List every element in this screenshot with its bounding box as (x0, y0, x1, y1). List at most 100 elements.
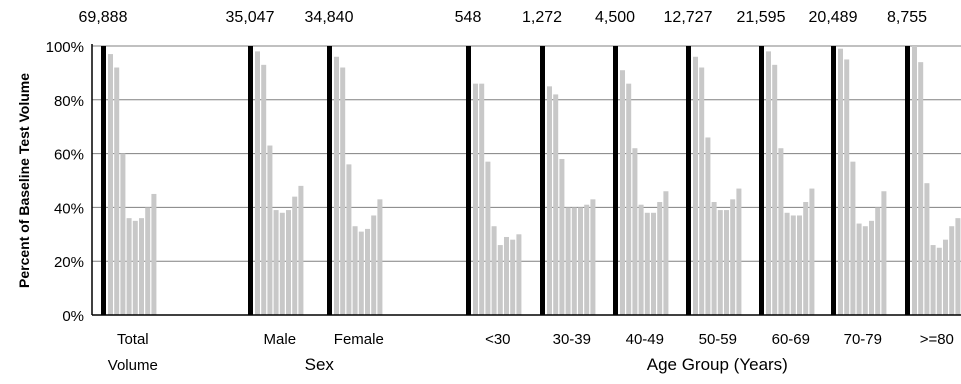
weekly-bar (279, 212, 285, 315)
weekly-bar (510, 239, 516, 315)
weekly-bar (352, 226, 358, 315)
group-label: 60-69 (772, 331, 810, 348)
weekly-bar (292, 196, 298, 315)
weekly-bar (273, 210, 279, 315)
y-tick-label: 100% (46, 39, 84, 56)
group-count-label: 4,500 (595, 9, 635, 26)
weekly-bar (334, 56, 339, 315)
weekly-bar (638, 204, 644, 315)
weekly-bar (881, 191, 887, 315)
weekly-bar (766, 51, 771, 315)
baseline-bar (831, 46, 836, 315)
group-count-label: 69,888 (79, 9, 128, 26)
weekly-bar (711, 202, 717, 315)
weekly-bar (340, 67, 346, 316)
weekly-bar (553, 94, 559, 315)
weekly-bar (485, 161, 491, 315)
group-label: Total (117, 331, 149, 348)
group-count-label: 1,272 (522, 9, 562, 26)
y-tick-label: 60% (54, 147, 84, 164)
weekly-bar (850, 161, 856, 315)
weekly-bar (717, 210, 723, 315)
group-count-label: 20,489 (809, 9, 858, 26)
group-label: Male (264, 331, 297, 348)
weekly-bar (571, 207, 577, 315)
group-count-label: 548 (455, 9, 482, 26)
group-label: Female (334, 331, 384, 348)
weekly-bar (797, 215, 802, 315)
weekly-bar (479, 83, 485, 315)
weekly-bar (657, 202, 663, 315)
weekly-bar (151, 193, 157, 315)
weekly-bar (286, 210, 291, 315)
weekly-bar (504, 236, 509, 315)
weekly-bar (663, 191, 669, 315)
weekly-bar (869, 220, 874, 315)
weekly-bar (862, 226, 868, 315)
baseline-bar (686, 46, 691, 315)
y-tick-label: 80% (54, 93, 84, 110)
weekly-bar (126, 218, 132, 315)
weekly-bar (651, 212, 656, 315)
baseline-bar (248, 46, 253, 315)
weekly-bar (565, 207, 571, 315)
weekly-bar (298, 185, 304, 315)
weekly-bar (924, 183, 930, 315)
weekly-bar (943, 239, 948, 315)
weekly-bar (626, 83, 632, 315)
group-label: 70-79 (844, 331, 882, 348)
bars (101, 46, 961, 316)
weekly-bar (772, 64, 778, 315)
weekly-bar (132, 220, 138, 315)
weekly-bar (145, 207, 151, 315)
weekly-bar (578, 207, 583, 315)
baseline-bar (759, 46, 764, 315)
group-label: 30-39 (553, 331, 591, 348)
group-count-label: 34,840 (305, 9, 354, 26)
group-count-label: 12,727 (664, 9, 713, 26)
labels: 0% 20% 40% 60% 80% 100% Percent of Baseline Te… (16, 9, 954, 374)
weekly-bar (784, 212, 790, 315)
weekly-bar (120, 153, 126, 315)
weekly-bar (255, 51, 260, 315)
weekly-bar (856, 223, 862, 315)
group-count-label: 8,755 (887, 9, 927, 26)
axes (91, 44, 961, 316)
weekly-bar (699, 67, 705, 316)
weekly-bar (377, 199, 383, 315)
weekly-bar (497, 245, 503, 315)
weekly-bar (705, 137, 711, 315)
weekly-bar (358, 231, 364, 315)
baseline-bar (905, 46, 910, 315)
group-label: >=80 (920, 331, 954, 348)
baseline-bar (540, 46, 545, 315)
baseline-bar (101, 46, 106, 315)
baseline-bar (613, 46, 618, 315)
y-tick-label: 20% (54, 254, 84, 271)
weekly-bar (139, 218, 144, 315)
group-label: 40-49 (626, 331, 664, 348)
weekly-bar (365, 228, 370, 315)
weekly-bar (778, 148, 784, 315)
weekly-bar (559, 158, 565, 315)
weekly-bar (620, 70, 625, 316)
category-label: Age Group (Years) (647, 355, 788, 374)
group-label: Volume (108, 357, 158, 374)
weekly-bar (912, 46, 917, 315)
weekly-bar (371, 215, 377, 315)
weekly-bar (736, 188, 742, 315)
weekly-bar (267, 145, 273, 315)
weekly-bar (108, 54, 113, 315)
weekly-bar (114, 67, 120, 316)
weekly-bar (491, 226, 497, 315)
weekly-bar (584, 204, 590, 315)
weekly-bar (955, 218, 961, 315)
weekly-bar (730, 199, 736, 315)
weekly-bar (918, 62, 924, 315)
weekly-bar (693, 56, 698, 315)
y-axis-title: Percent of Baseline Test Volume (16, 73, 32, 288)
weekly-bar (930, 245, 936, 315)
baseline-bar (327, 46, 332, 315)
